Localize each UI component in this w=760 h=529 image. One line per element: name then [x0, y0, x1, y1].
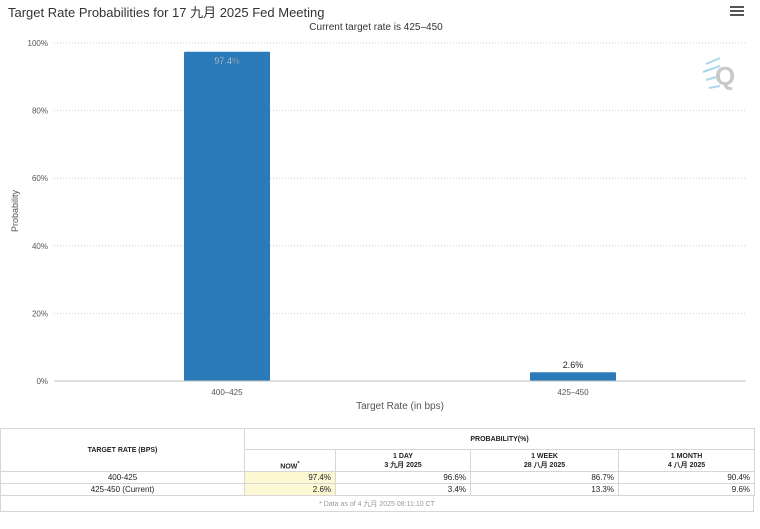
x-axis-title: Target Rate (in bps) — [356, 401, 444, 412]
probability-table: TARGET RATE (BPS) PROBABILITY(%) NOW* 1 D… — [0, 428, 756, 496]
probability-cell: 9.6% — [617, 483, 756, 496]
y-axis-ticks: 0% 20% 40% 60% 80% 100% — [28, 39, 48, 386]
svg-text:Q: Q — [715, 61, 735, 91]
probability-cell: 3.4% — [335, 483, 471, 496]
y-axis-title: Probability — [10, 189, 20, 232]
period-header: 1 WEEK 28 八月 2025 — [470, 449, 619, 472]
data-label: 97.4% — [214, 56, 240, 66]
probability-table-container: TARGET RATE (BPS) PROBABILITY(%) NOW* 1 D… — [0, 428, 756, 512]
y-tick-label: 100% — [28, 39, 48, 48]
rate-cell: 425-450 (Current) — [0, 483, 245, 496]
table-row: 425-450 (Current) 2.6% 3.4% 13.3% 9.6% — [0, 483, 756, 496]
footnote: * Data as of 4 九月 2025 08:11:10 CT — [0, 496, 754, 512]
hamburger-menu-icon[interactable] — [728, 4, 746, 20]
data-labels: 97.4% 2.6% — [214, 56, 584, 371]
bar-425–450[interactable] — [530, 372, 616, 381]
bar-400–425[interactable] — [184, 51, 270, 382]
y-tick-label: 0% — [36, 377, 48, 386]
probability-header: PROBABILITY(%) — [243, 428, 756, 450]
x-tick-label: 425–450 — [557, 388, 589, 397]
period-header: 1 MONTH 4 八月 2025 — [617, 449, 756, 472]
x-axis-ticks: 400–425 425–450 — [211, 388, 589, 397]
bars — [184, 51, 616, 382]
y-tick-label: 60% — [32, 174, 48, 183]
chart-title: Target Rate Probabilities for 17 九月 2025… — [8, 5, 325, 20]
chart-subtitle: Current target rate is 425–450 — [309, 22, 443, 33]
probability-cell: 2.6% — [244, 483, 336, 496]
probability-cell: 86.7% — [470, 471, 619, 484]
bar-chart: Current target rate is 425–450 0% 20% 40% 6… — [10, 22, 746, 412]
probability-cell: 90.4% — [617, 471, 756, 484]
data-label: 2.6% — [563, 360, 584, 370]
probability-cell: 97.4% — [244, 471, 336, 484]
y-tick-label: 80% — [32, 107, 48, 116]
probability-cell: 13.3% — [470, 483, 619, 496]
y-tick-label: 40% — [32, 242, 48, 251]
watermark-logo: Q — [702, 57, 735, 91]
rate-cell: 400-425 — [0, 471, 245, 484]
table-row: 400-425 97.4% 96.6% 86.7% 90.4% — [0, 471, 756, 484]
probability-cell: 96.6% — [335, 471, 471, 484]
period-header: NOW* — [244, 449, 336, 472]
gridlines — [54, 42, 746, 314]
x-tick-label: 400–425 — [211, 388, 243, 397]
target-rate-header: TARGET RATE (BPS) — [0, 428, 245, 472]
y-tick-label: 20% — [32, 309, 48, 318]
period-header: 1 DAY 3 九月 2025 — [335, 449, 471, 472]
